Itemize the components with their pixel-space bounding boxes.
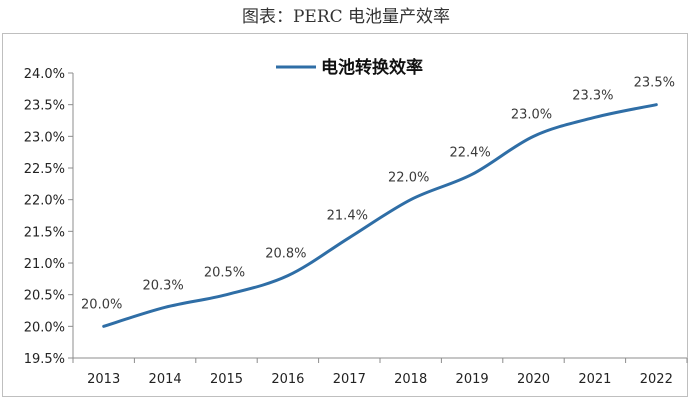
x-tick-label: 2016 [271, 372, 304, 387]
data-label: 22.4% [449, 145, 490, 160]
data-label: 23.0% [511, 107, 552, 122]
data-label: 22.0% [388, 171, 429, 186]
x-tick-label: 2017 [333, 372, 366, 387]
data-label: 20.5% [204, 266, 245, 281]
page-caption: 图表：PERC 电池量产效率 [241, 7, 451, 27]
x-tick-label: 2019 [456, 372, 489, 387]
y-tick-label: 22.0% [24, 194, 65, 209]
data-label: 23.5% [634, 76, 675, 91]
x-tick-label: 2013 [87, 372, 120, 387]
axes [72, 73, 687, 359]
legend-label: 电池转换效率 [321, 57, 423, 78]
y-tick-label: 24.0% [24, 67, 65, 82]
y-tick-label: 20.5% [24, 289, 65, 304]
data-label: 20.0% [81, 297, 122, 312]
data-label: 20.8% [265, 247, 306, 262]
data-label: 20.3% [142, 278, 183, 293]
x-tick-label: 2022 [640, 372, 673, 387]
y-tick-label: 20.0% [24, 320, 65, 335]
data-label: 21.4% [327, 209, 368, 224]
y-tick-label: 19.5% [24, 352, 65, 367]
y-tick-label: 23.5% [24, 99, 65, 114]
x-tick-label: 2018 [394, 372, 427, 387]
x-tick-label: 2015 [210, 372, 243, 387]
x-tick-label: 2020 [517, 372, 550, 387]
chart-frame [2, 33, 688, 397]
legend: 电池转换效率 [276, 57, 423, 78]
data-labels: 20.0% 20.3% 20.5% 20.8% 21.4% 22.0% 22.4% 23.0%… [81, 76, 675, 313]
x-tick-label: 2021 [578, 372, 611, 387]
y-tick-label: 21.0% [24, 257, 65, 272]
y-tick-label: 21.5% [24, 225, 65, 240]
x-tick-label: 2014 [149, 372, 182, 387]
series-line [102, 103, 658, 328]
x-axis-ticks: 2013 2014 2015 2016 2017 2018 2019 2020 2021 2022 [72, 358, 688, 387]
data-label: 23.3% [572, 88, 613, 103]
y-tick-label: 22.5% [24, 162, 65, 177]
y-tick-label: 23.0% [24, 130, 65, 145]
y-axis-ticks: 19.5% 20.0% 20.5% 21.0% 21.5% 22.0% 22.5% 23.0%… [24, 67, 73, 367]
